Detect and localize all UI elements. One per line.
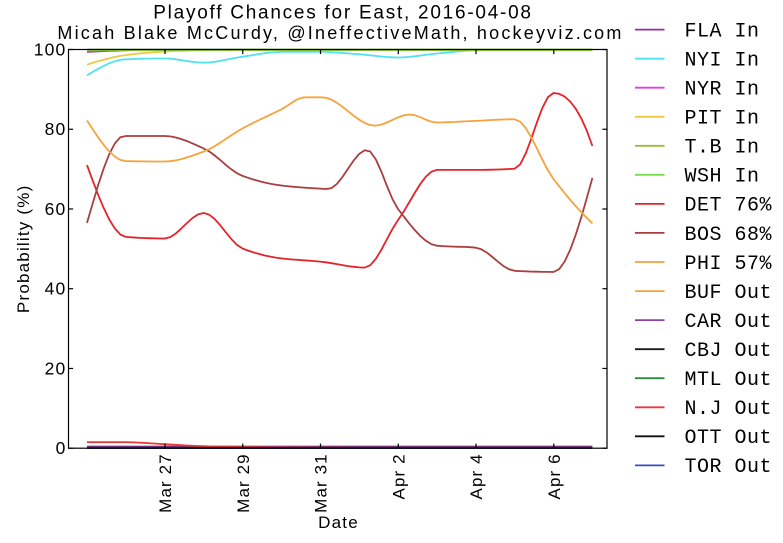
svg-text:NYR In: NYR In: [685, 79, 760, 102]
svg-text:BUF Out: BUF Out: [685, 282, 773, 305]
svg-text:80: 80: [45, 119, 67, 139]
svg-text:Apr 6: Apr 6: [545, 453, 564, 499]
svg-text:Apr 4: Apr 4: [467, 453, 486, 499]
svg-text:Mar 29: Mar 29: [234, 453, 253, 513]
svg-text:BOS 68%: BOS 68%: [685, 224, 773, 247]
svg-text:FLA In: FLA In: [685, 20, 760, 43]
svg-text:PIT In: PIT In: [685, 108, 760, 131]
svg-text:40: 40: [45, 279, 67, 299]
svg-text:WSH In: WSH In: [685, 166, 760, 189]
svg-text:TOR Out: TOR Out: [685, 456, 773, 479]
svg-text:Playoff Chances for East, 2016: Playoff Chances for East, 2016-04-08: [153, 2, 533, 23]
svg-text:N.J Out: N.J Out: [685, 398, 773, 421]
svg-text:100: 100: [34, 40, 67, 60]
svg-text:Probability (%): Probability (%): [14, 185, 33, 314]
svg-text:Apr 2: Apr 2: [389, 453, 408, 499]
svg-text:OTT Out: OTT Out: [685, 427, 773, 450]
svg-text:MTL Out: MTL Out: [685, 369, 773, 392]
svg-text:Mar 27: Mar 27: [156, 453, 175, 513]
svg-text:Mar 31: Mar 31: [312, 453, 331, 513]
svg-text:NYI In: NYI In: [685, 50, 760, 73]
svg-text:T.B In: T.B In: [685, 137, 760, 160]
svg-text:60: 60: [45, 199, 67, 219]
svg-text:CAR Out: CAR Out: [685, 311, 773, 334]
svg-text:CBJ Out: CBJ Out: [685, 340, 773, 363]
svg-text:0: 0: [56, 438, 67, 458]
svg-text:PHI 57%: PHI 57%: [685, 253, 773, 276]
svg-text:20: 20: [45, 358, 67, 378]
svg-text:Date: Date: [318, 513, 359, 532]
svg-text:DET 76%: DET 76%: [685, 195, 773, 218]
svg-text:Micah Blake McCurdy, @Ineffect: Micah Blake McCurdy, @IneffectiveMath, h…: [57, 23, 623, 43]
